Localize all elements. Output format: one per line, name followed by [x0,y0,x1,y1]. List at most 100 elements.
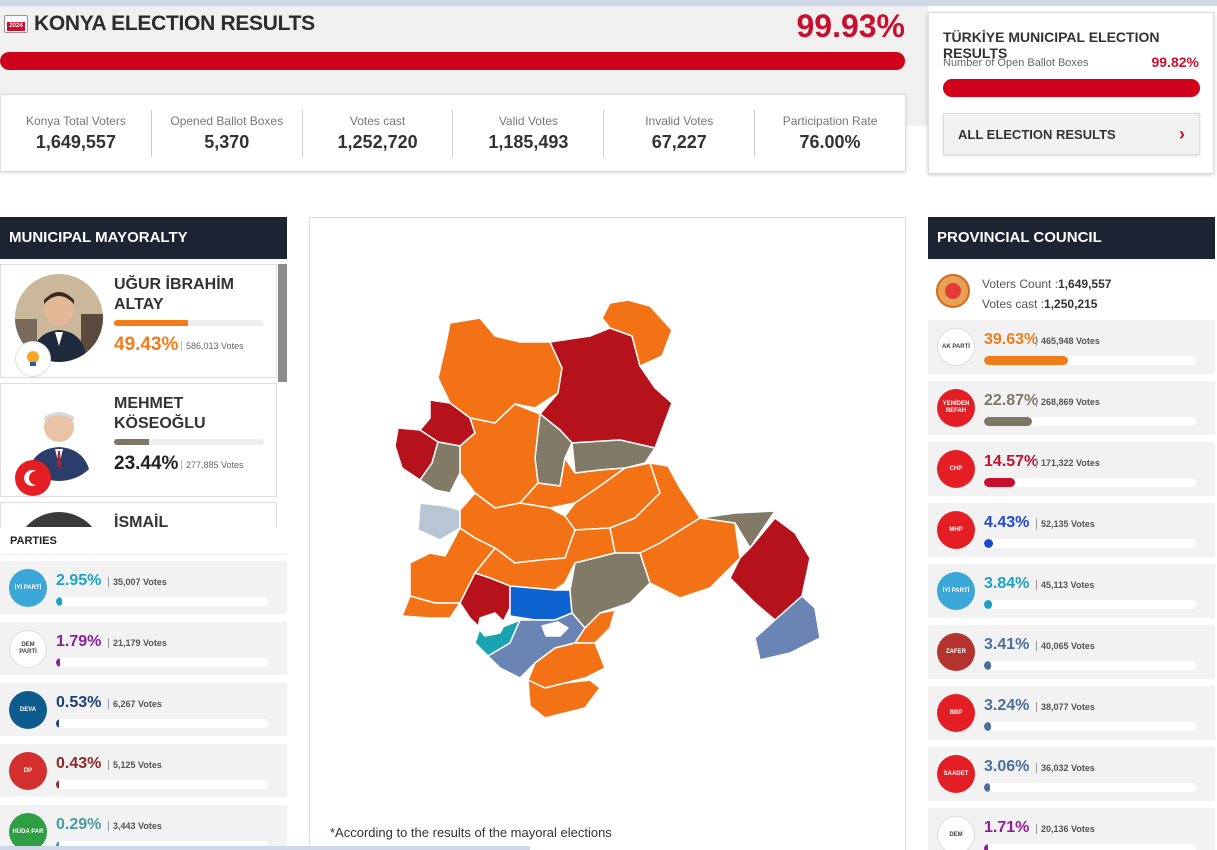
party-percent: 3.41% [984,636,1030,653]
party-progress-bar [56,658,268,667]
candidate-card[interactable]: UĞUR İBRAHİM ALTAY 49.43% 586,013 Votes [0,264,277,378]
stat-value: 67,227 [651,131,707,152]
candidate-votes: 277,885 Votes [181,460,244,470]
candidate-progress-bar [114,320,264,326]
turkiye-subtitle: Number of Open Ballot Boxes [943,57,1089,69]
chevron-right-icon: › [1179,123,1185,144]
candidate-card[interactable]: MEHMET KÖSEOĞLU 23.44% 277,885 Votes [0,383,277,497]
party-result-row[interactable]: SAADET 3.06% 36,032 Votes [928,747,1215,801]
stat-label: Konya Total Voters [25,113,126,128]
party-percent: 3.84% [984,575,1030,592]
opened-percent: 99.93% [796,8,905,44]
party-result-row[interactable]: BBP 3.24% 38,077 Votes [928,686,1215,740]
party-percent: 1.71% [984,819,1030,836]
party-result-row[interactable]: CHP 14.57% 171,322 Votes [928,442,1215,496]
candidate-card[interactable]: İSMAİL [0,502,277,527]
stats-box: Konya Total Voters 1,649,557 Opened Ball… [0,94,906,172]
candidate-votes: 586,013 Votes [181,341,244,351]
candidate-name: İSMAİL [114,514,169,527]
stat-label: Opened Ballot Boxes [170,113,284,128]
district-region [401,595,461,619]
council-cast-value: 1,250,215 [1044,297,1098,311]
party-logo-text: BBP [949,709,963,716]
party-result-row[interactable]: ZAFER 3.41% 40,065 Votes [928,625,1215,679]
turkiye-percent: 99.82% [1151,54,1199,70]
candidate-name: MEHMET KÖSEOĞLU [114,395,206,432]
all-election-results-button[interactable]: ALL ELECTION RESULTS › [943,113,1200,155]
stat-participation: Participation Rate 76.00% [755,110,905,157]
party-percent: 39.63% [984,331,1039,348]
stat-value: 1,185,493 [488,131,569,152]
horizontal-scrollbar[interactable] [0,846,530,850]
stat-label: Participation Rate [782,113,878,128]
stat-label: Invalid Votes [645,113,714,128]
mayoralty-heading: MUNICIPAL MAYORALTY [0,217,287,259]
party-result-row[interactable]: İYİ PARTİ 2.95% 35,007 Votes [0,561,287,614]
party-percent: 0.43% [56,755,102,772]
all-election-results-label: ALL ELECTION RESULTS [958,126,1116,142]
party-progress-bar [56,719,268,728]
candidate-photo [15,512,103,527]
party-logo-text: DP [23,767,33,774]
party-progress-fill [56,597,63,606]
party-progress-fill [984,722,991,731]
party-progress-fill [56,780,59,789]
huda-par-icon: HÜDA PAR [9,813,47,850]
party-progress-bar [984,539,1196,548]
party-votes: 171,322 Votes [1036,458,1100,468]
party-logo-text: HÜDA PAR [12,828,44,835]
district-region [459,403,541,509]
party-result-row[interactable]: DEVA 0.53% 6,267 Votes [0,683,287,736]
party-result-row[interactable]: YENİDEN REFAH 22.87% 268,869 Votes [928,381,1215,435]
council-info-lines: Voters Count :1,649,557 Votes cast :1,25… [982,274,1111,314]
party-progress-bar [984,356,1196,365]
party-logo-text: ZAFER [946,648,966,655]
council-voters-value: 1,649,557 [1058,277,1112,291]
party-result-row[interactable]: DEM PARTİ 1.79% 21,179 Votes [0,622,287,675]
stat-value: 1,649,557 [35,131,116,152]
party-votes: 52,135 Votes [1036,519,1095,529]
party-progress-bar [984,661,1196,670]
party-votes: 35,007 Votes [108,577,167,587]
council-seal-icon [936,274,970,308]
stat-total-voters: Konya Total Voters 1,649,557 [1,109,152,157]
page-title: KONYA ELECTION RESULTS [34,12,315,35]
deva-party-icon: DEVA [9,691,47,729]
party-votes: 36,032 Votes [1036,763,1095,773]
party-progress-fill [56,841,59,850]
candidate-percent: 23.44% [114,453,179,474]
party-logo-text: DEM PARTİ [19,642,37,655]
turkiye-title: TÜRKİYE MUNICIPAL ELECTION RESULTS [943,29,1160,61]
party-percent: 3.06% [984,758,1030,775]
district-region [601,299,673,367]
party-progress-fill [984,417,1033,426]
iyi-party-icon: İYİ PARTİ [9,569,47,607]
party-votes: 465,948 Votes [1036,336,1100,346]
map-footnote: *According to the results of the mayoral… [330,825,612,840]
party-result-row[interactable]: İYİ PARTİ 3.84% 45,113 Votes [928,564,1215,618]
mayor-list-scrollbar[interactable] [278,264,287,382]
stat-votes-cast: Votes cast 1,252,720 [303,109,454,157]
saadet-icon: SAADET [937,755,975,793]
ak-party-icon: AK PARTİ [937,328,975,366]
candidate-progress-fill [114,320,189,326]
top-band [0,0,1217,6]
party-result-row[interactable]: MHP 4.43% 52,135 Votes [928,503,1215,557]
party-result-row[interactable]: HÜDA PAR 0.29% 3,443 Votes [0,805,287,850]
party-result-row[interactable]: DP 0.43% 5,125 Votes [0,744,287,797]
opened-progress-fill [0,52,906,70]
district-region [754,595,821,661]
party-percent: 22.87% [984,392,1039,409]
candidate-progress-fill [114,439,150,445]
party-progress-fill [56,719,59,728]
district-region [729,517,811,621]
party-progress-fill [984,661,992,670]
party-result-row[interactable]: DEM 1.71% 20,136 Votes [928,808,1215,850]
party-percent: 0.29% [56,816,102,833]
ballot-box-icon: 2024 [4,15,28,33]
stat-value: 5,370 [204,131,250,152]
party-result-row[interactable]: AK PARTİ 39.63% 465,948 Votes [928,320,1215,374]
party-progress-bar [984,722,1196,731]
bulb-shape [27,351,39,366]
stat-label: Valid Votes [498,113,558,128]
